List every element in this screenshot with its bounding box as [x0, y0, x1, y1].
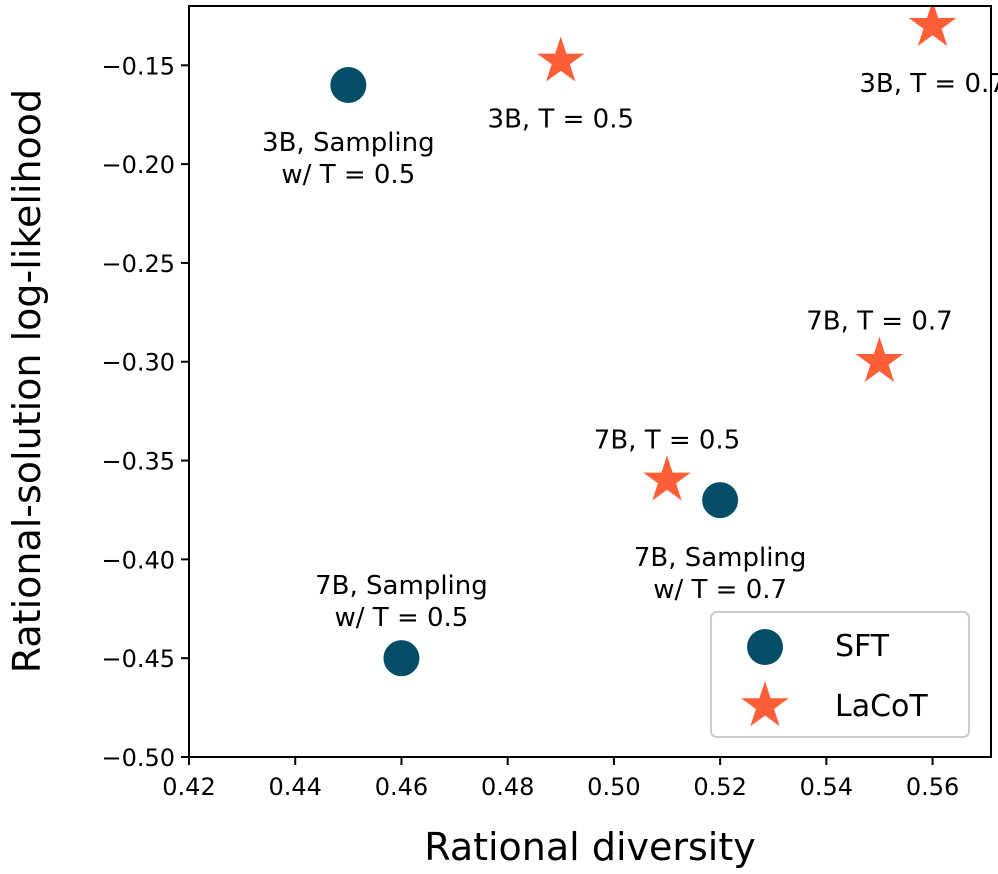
x-tick-label: 0.44 — [269, 773, 322, 801]
y-tick-label: −0.20 — [101, 151, 175, 179]
legend-lacot-marker — [741, 681, 789, 727]
x-tick-label: 0.56 — [906, 773, 959, 801]
point-annotation: 7B, Sampling — [315, 571, 488, 601]
point-annotation: 7B, T = 0.5 — [594, 425, 740, 455]
point-annotation: 3B, Sampling — [262, 128, 435, 158]
point-annotation: w/ T = 0.5 — [335, 603, 469, 633]
point-annotation: w/ T = 0.5 — [281, 160, 415, 190]
legend-sft-symbol — [747, 629, 783, 665]
data-points — [330, 6, 957, 677]
y-tick-label: −0.40 — [101, 546, 175, 574]
legend-lacot-label: LaCoT — [835, 689, 928, 724]
sft-point — [702, 482, 739, 519]
lacot-point — [537, 36, 585, 82]
y-axis-title: Rational-solution log-likelihood — [5, 89, 49, 673]
legend-sft-label: SFT — [835, 629, 890, 664]
y-tick-label: −0.30 — [101, 349, 175, 377]
x-axis-ticks: 0.42 0.44 0.46 0.48 0.50 0.52 0.54 0.56 — [162, 757, 959, 801]
y-tick-label: −0.35 — [101, 448, 175, 476]
y-tick-label: −0.15 — [101, 52, 175, 80]
x-axis-title: Rational diversity — [424, 825, 755, 869]
x-tick-label: 0.48 — [481, 773, 534, 801]
plot-frame — [188, 5, 992, 758]
sft-point — [383, 640, 420, 677]
legend-lacot-symbol — [741, 681, 789, 727]
lacot-point — [855, 336, 904, 382]
y-tick-label: −0.45 — [101, 645, 175, 673]
point-annotation: 7B, T = 0.7 — [806, 307, 952, 337]
lacot-point — [643, 455, 691, 501]
y-axis-ticks: −0.50 −0.45 −0.40 −0.35 −0.30 −0.25 −0.20 −0.15 — [101, 52, 189, 772]
y-tick-label: −0.50 — [101, 744, 175, 772]
x-tick-label: 0.52 — [693, 773, 746, 801]
legend-sft-marker — [747, 629, 783, 665]
point-annotation: 7B, Sampling — [634, 543, 807, 573]
point-annotation: w/ T = 0.7 — [653, 575, 787, 605]
point-annotation: 3B, T = 0.5 — [488, 104, 634, 134]
lacot-point — [908, 6, 957, 46]
x-tick-label: 0.42 — [162, 773, 215, 801]
x-tick-label: 0.46 — [375, 773, 428, 801]
x-tick-label: 0.54 — [800, 773, 853, 801]
x-tick-label: 0.50 — [587, 773, 640, 801]
y-tick-label: −0.25 — [101, 250, 175, 278]
sft-point — [330, 67, 367, 104]
legend: SFT LaCoT — [710, 611, 970, 738]
point-annotation: 3B, T = 0.7 — [859, 69, 998, 99]
